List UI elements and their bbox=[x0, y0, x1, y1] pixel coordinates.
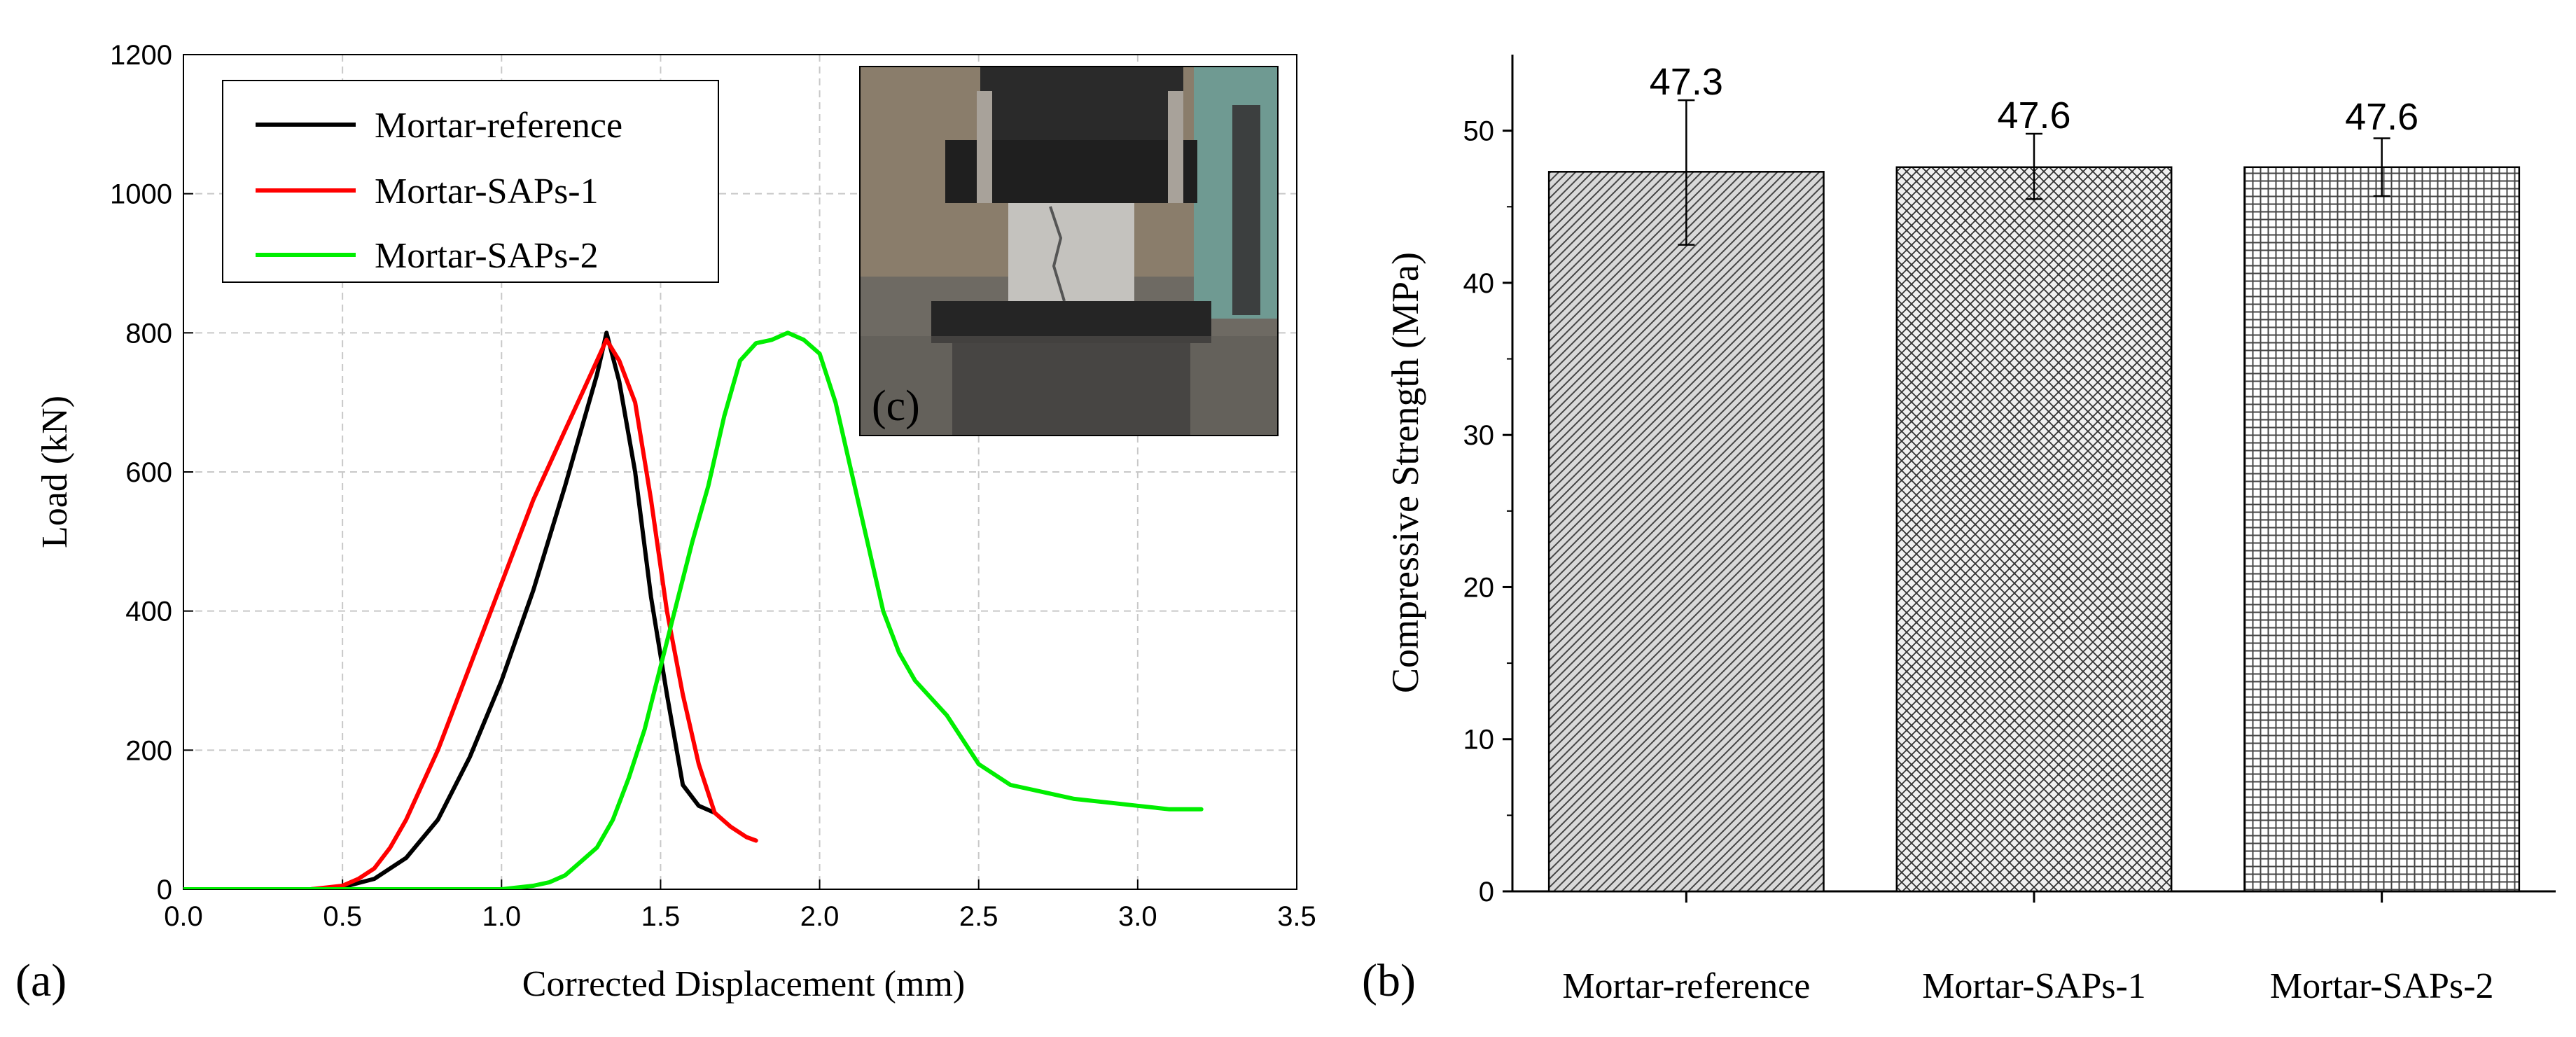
a-x-axis-label: Corrected Displacement (mm) bbox=[522, 964, 965, 1004]
a-y-tick-label: 600 bbox=[125, 457, 172, 488]
inset-photo: (c) bbox=[859, 66, 1279, 436]
a-y-tick-label: 400 bbox=[125, 597, 172, 627]
a-x-tick-label: 1.0 bbox=[482, 901, 521, 932]
b-y-tick-label: 50 bbox=[1463, 116, 1495, 147]
inset-photo-specimen bbox=[1008, 203, 1134, 301]
a-legend-box bbox=[222, 80, 719, 283]
b-value-labels: 47.3 47.6 47.6 bbox=[1650, 61, 2418, 138]
inset-photo-border bbox=[859, 66, 1279, 436]
value-label-mortar-saps-1: 47.6 bbox=[1997, 95, 2070, 137]
value-label-mortar-saps-2: 47.6 bbox=[2345, 96, 2418, 138]
b-error-bars bbox=[1678, 99, 2390, 246]
a-y-tick-label: 1000 bbox=[110, 179, 172, 210]
b-panel-label: (b) bbox=[1362, 955, 1416, 1006]
a-x-tick-label: 2.5 bbox=[959, 901, 998, 932]
panel-a: 0.0 0.5 1.0 1.5 2.0 2.5 3.0 3.5 0 200 400 600 800 10… bbox=[15, 40, 1316, 1006]
b-y-tick-label: 40 bbox=[1463, 268, 1495, 299]
b-bars bbox=[1547, 166, 2521, 893]
a-legend: Mortar-reference Mortar-SAPs-1 Mortar-SA… bbox=[222, 80, 719, 283]
inset-photo-crack bbox=[1049, 206, 1066, 302]
a-y-tick-label: 1200 bbox=[110, 40, 172, 71]
legend-label-mortar-saps-1: Mortar-SAPs-1 bbox=[375, 172, 599, 211]
a-x-tick-label: 3.5 bbox=[1277, 901, 1316, 932]
a-series-group bbox=[183, 330, 1204, 889]
b-y-axis-label: Compressive Strength (MPa) bbox=[1384, 252, 1426, 693]
legend-label-mortar-saps-2: Mortar-SAPs-2 bbox=[375, 236, 599, 276]
b-y-tick-label: 0 bbox=[1479, 877, 1494, 907]
series-line-mortar-saps-2 bbox=[183, 330, 1204, 889]
a-x-tick-label: 0.5 bbox=[323, 901, 362, 932]
bar-mortar-reference bbox=[1547, 171, 1825, 893]
inset-label: (c) bbox=[872, 382, 920, 430]
b-y-ticks: 0 10 20 30 40 50 bbox=[1463, 116, 1512, 907]
inset-photo-spring-left bbox=[977, 91, 992, 203]
value-label-mortar-reference: 47.3 bbox=[1650, 61, 1723, 103]
bar-mortar-saps-2 bbox=[2243, 166, 2521, 893]
inset-photo-spring-right bbox=[1168, 91, 1183, 203]
inset-photo-table bbox=[860, 336, 1278, 436]
a-x-tick-label: 0.0 bbox=[164, 901, 203, 932]
b-y-tick-label: 30 bbox=[1463, 420, 1495, 451]
a-x-ticks: 0.0 0.5 1.0 1.5 2.0 2.5 3.0 3.5 bbox=[164, 879, 1316, 932]
a-panel-label: (a) bbox=[15, 955, 67, 1006]
series-line-mortar-saps-1 bbox=[183, 337, 758, 889]
a-x-tick-label: 3.0 bbox=[1118, 901, 1157, 932]
panel-b: 0 10 20 30 40 50 47.3 47.6 47.6 Mortar-referenc… bbox=[1362, 55, 2556, 1006]
series-line-mortar-reference bbox=[183, 330, 717, 889]
b-category-labels: Mortar-reference Mortar-SAPs-1 Mortar-SAPs… bbox=[1562, 891, 2493, 1006]
b-y-tick-label: 20 bbox=[1463, 572, 1495, 603]
a-y-tick-label: 200 bbox=[125, 735, 172, 766]
a-x-tick-label: 1.5 bbox=[641, 901, 681, 932]
a-y-ticks: 0 200 400 600 800 1000 1200 bbox=[110, 40, 193, 905]
a-y-tick-label: 800 bbox=[125, 318, 172, 349]
category-label-mortar-saps-2: Mortar-SAPs-2 bbox=[2270, 966, 2494, 1006]
a-x-tick-label: 2.0 bbox=[800, 901, 840, 932]
legend-label-mortar-reference: Mortar-reference bbox=[375, 106, 622, 146]
category-label-mortar-saps-1: Mortar-SAPs-1 bbox=[1922, 966, 2146, 1006]
inset-photo-upper-head bbox=[980, 67, 1183, 144]
b-y-tick-label: 10 bbox=[1463, 725, 1495, 756]
a-y-tick-label: 0 bbox=[157, 875, 172, 905]
a-y-axis-label: Load (kN) bbox=[35, 396, 75, 548]
inset-photo-column-right bbox=[1232, 105, 1260, 315]
bar-mortar-saps-1 bbox=[1895, 166, 2173, 893]
category-label-mortar-reference: Mortar-reference bbox=[1562, 966, 1810, 1006]
